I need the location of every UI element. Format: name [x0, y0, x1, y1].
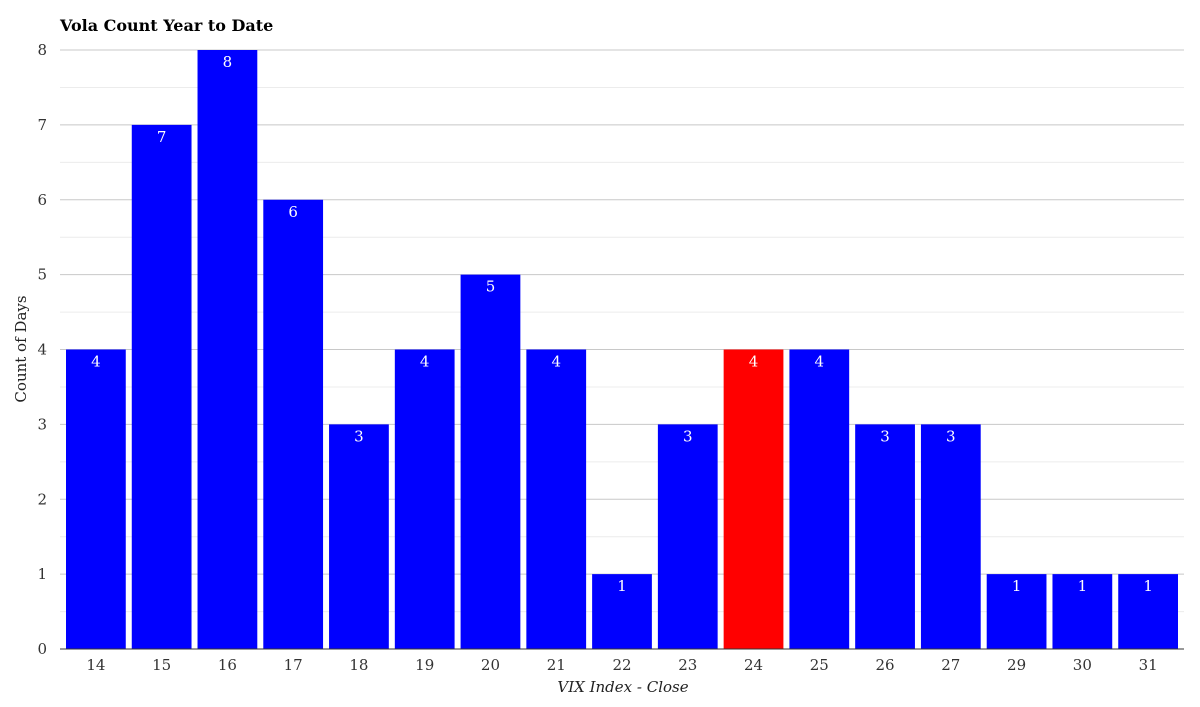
y-tick-label: 4: [37, 341, 47, 359]
bars: [66, 50, 1178, 649]
bar-20: [460, 274, 521, 649]
bar-31: [1118, 574, 1178, 649]
y-tick-label: 0: [37, 640, 47, 658]
chart-title: Vola Count Year to Date: [59, 16, 273, 35]
data-label-26: 3: [880, 427, 890, 445]
bar-27: [920, 424, 981, 649]
x-tick-label-31: 31: [1139, 656, 1158, 674]
data-label-17: 6: [288, 203, 298, 221]
x-tick-label-20: 20: [481, 656, 500, 674]
bar-15: [131, 124, 192, 649]
data-label-25: 4: [815, 353, 825, 371]
bar-18: [329, 424, 389, 649]
data-label-19: 4: [420, 353, 430, 371]
x-axis-label: VIX Index - Close: [557, 678, 688, 696]
data-label-30: 1: [1078, 577, 1088, 595]
y-tick-label: 7: [37, 116, 47, 134]
bar-21: [526, 349, 587, 649]
y-tick-label: 1: [37, 565, 47, 583]
data-label-15: 7: [157, 128, 167, 146]
data-label-27: 3: [946, 427, 956, 445]
bar-17: [263, 199, 324, 649]
x-tick-label-15: 15: [152, 656, 171, 674]
data-label-22: 1: [617, 577, 627, 595]
y-tick-label: 5: [37, 266, 47, 284]
data-label-21: 4: [551, 353, 561, 371]
y-tick-label: 3: [37, 415, 47, 433]
y-tick-label: 8: [37, 41, 47, 59]
x-tick-label-29: 29: [1007, 656, 1026, 674]
y-tick-label: 2: [37, 490, 47, 508]
y-axis-ticks: 0 1 2 3 4 5 6 7 8: [37, 41, 47, 658]
bar-24: [723, 349, 784, 649]
x-axis-ticks: 14 15 16 17 18 19 20 21 22 23 24 25 26 27 29 30 31: [86, 656, 1157, 674]
bar-25: [789, 349, 850, 649]
y-axis-label: Count of Days: [12, 295, 30, 402]
bar-22: [592, 574, 652, 649]
bar-26: [855, 424, 915, 649]
data-label-29: 1: [1012, 577, 1022, 595]
bar-19: [394, 349, 455, 649]
bar-14: [66, 349, 126, 649]
data-label-24: 4: [749, 353, 759, 371]
data-label-20: 5: [486, 278, 496, 296]
x-tick-label-27: 27: [941, 656, 960, 674]
data-label-18: 3: [354, 427, 364, 445]
data-label-16: 8: [223, 53, 233, 71]
x-tick-label-18: 18: [349, 656, 368, 674]
bar-30: [1052, 574, 1113, 649]
bar-23: [657, 424, 718, 649]
x-tick-label-24: 24: [744, 656, 763, 674]
data-label-23: 3: [683, 427, 693, 445]
x-tick-label-14: 14: [86, 656, 105, 674]
x-tick-label-23: 23: [678, 656, 697, 674]
x-tick-label-25: 25: [810, 656, 829, 674]
x-tick-label-19: 19: [415, 656, 434, 674]
bar-29: [986, 574, 1047, 649]
bar-16: [197, 50, 258, 649]
x-tick-label-17: 17: [284, 656, 303, 674]
x-tick-label-16: 16: [218, 656, 237, 674]
data-label-31: 1: [1143, 577, 1153, 595]
y-tick-label: 6: [37, 191, 47, 209]
x-tick-label-22: 22: [612, 656, 631, 674]
data-labels: 4 7 8 6 3 4 5 4 1 3 4 4 3 3 1 1 1: [91, 53, 1153, 595]
x-tick-label-26: 26: [876, 656, 895, 674]
x-tick-label-21: 21: [547, 656, 566, 674]
x-tick-label-30: 30: [1073, 656, 1092, 674]
data-label-14: 4: [91, 353, 101, 371]
